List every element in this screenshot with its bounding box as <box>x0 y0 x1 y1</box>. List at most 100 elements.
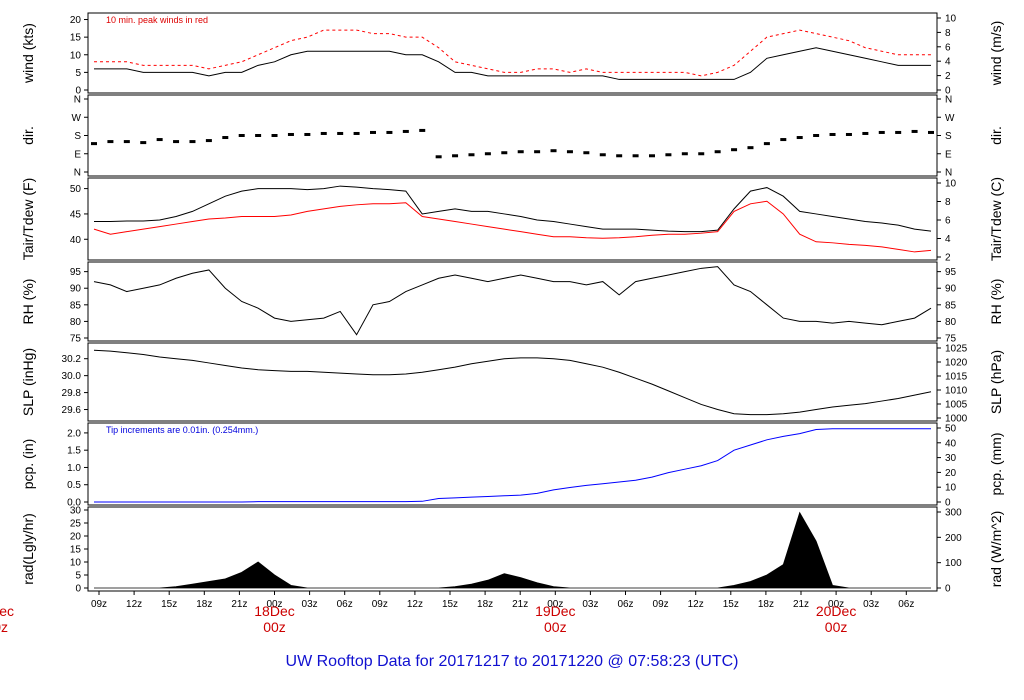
date-label-day: 18Dec <box>254 603 294 619</box>
date-label-hour: 00z <box>825 619 848 635</box>
y-right-tick-label: 0 <box>945 86 951 97</box>
y-tick-label: 30.0 <box>62 371 82 382</box>
y-axis-label: SLP (inHg) <box>20 348 36 416</box>
data-point-dir <box>911 129 918 133</box>
y-axis-label: wind (kts) <box>20 23 36 84</box>
date-label-hour: 00z <box>263 619 286 635</box>
y-axis-label-right: wind (m/s) <box>988 21 1004 87</box>
y-right-tick-label: 2 <box>945 71 951 82</box>
x-tick-label: 09z <box>91 599 107 610</box>
series-area-rad <box>94 511 931 589</box>
y-tick-label: 5 <box>75 571 81 582</box>
data-point-dir <box>501 151 508 155</box>
y-tick-label: N <box>74 95 81 106</box>
y-right-tick-label: E <box>945 149 952 160</box>
data-point-dir <box>337 131 344 135</box>
data-point-dir <box>189 140 196 144</box>
data-point-dir <box>353 131 360 135</box>
data-point-dir <box>452 154 459 158</box>
data-point-dir <box>731 148 738 152</box>
y-tick-label: 50 <box>70 184 82 195</box>
y-tick-label: 10 <box>70 558 82 569</box>
data-point-dir <box>287 132 294 136</box>
y-right-tick-label: 8 <box>945 28 951 39</box>
x-tick-label: 06z <box>337 599 353 610</box>
data-point-dir <box>862 131 869 135</box>
x-tick-label: 18z <box>758 599 774 610</box>
y-axis-label-right: SLP (hPa) <box>988 350 1004 414</box>
y-right-tick-label: 6 <box>945 42 951 53</box>
data-point-dir <box>878 130 885 134</box>
y-right-tick-label: 80 <box>945 317 957 328</box>
date-label-day: 20Dec <box>816 603 856 619</box>
y-right-tick-label: 100 <box>945 558 962 569</box>
y-tick-label: 40 <box>70 235 82 246</box>
panel-frame <box>87 261 938 342</box>
data-point-dir <box>829 132 836 136</box>
data-point-dir <box>156 138 163 142</box>
x-tick-label: 06z <box>898 599 914 610</box>
y-tick-label: 75 <box>70 334 82 345</box>
y-right-tick-label: N <box>945 95 952 106</box>
data-point-dir <box>698 152 705 156</box>
y-axis-label: pcp. (in) <box>20 439 36 490</box>
y-axis-label-right: RH (%) <box>988 279 1004 325</box>
y-right-tick-label: 20 <box>945 468 957 479</box>
y-tick-label: W <box>72 113 82 124</box>
y-right-tick-label: 0 <box>945 584 951 595</box>
y-tick-label: 1.5 <box>67 446 81 457</box>
data-point-dir <box>681 152 688 156</box>
data-point-dir <box>747 146 754 150</box>
y-right-tick-label: 10 <box>945 483 957 494</box>
y-right-tick-label: 1010 <box>945 386 968 397</box>
date-label-edge-hour: 00z <box>0 619 8 635</box>
y-axis-label: rad(Lgly/hr) <box>20 513 36 585</box>
data-point-dir <box>845 132 852 136</box>
y-tick-label: 15 <box>70 33 82 44</box>
date-label-day: 19Dec <box>535 603 575 619</box>
y-tick-label: 80 <box>70 317 82 328</box>
x-tick-label: 03z <box>302 599 318 610</box>
y-right-tick-label: 4 <box>945 234 951 245</box>
panel-frame <box>87 94 938 177</box>
data-point-dir <box>468 153 475 157</box>
y-tick-label: 0.5 <box>67 480 81 491</box>
y-right-tick-label: 0 <box>945 498 951 509</box>
date-label-hour: 00z <box>544 619 567 635</box>
data-point-dir <box>205 139 212 143</box>
y-axis-label: RH (%) <box>20 279 36 325</box>
x-tick-label: 21z <box>793 599 809 610</box>
y-tick-label: 15 <box>70 545 82 556</box>
y-axis-label: dir. <box>20 126 36 145</box>
data-point-dir <box>632 154 639 158</box>
data-point-dir <box>320 131 327 135</box>
y-tick-label: 30.2 <box>62 354 82 365</box>
series-line-Tair <box>94 185 932 233</box>
data-point-dir <box>222 136 229 140</box>
y-axis-label-right: Tair/Tdew (C) <box>988 177 1004 261</box>
y-right-tick-label: 1020 <box>945 358 968 369</box>
panel-annotation: Tip increments are 0.01in. (0.254mm.) <box>106 425 258 435</box>
x-tick-label: 18z <box>477 599 493 610</box>
x-tick-label: 15z <box>442 599 458 610</box>
y-tick-label: 90 <box>70 284 82 295</box>
data-point-dir <box>304 132 311 136</box>
y-tick-label: 20 <box>70 532 82 543</box>
y-right-tick-label: 85 <box>945 300 957 311</box>
data-point-dir <box>271 134 278 137</box>
y-tick-label: E <box>74 149 81 160</box>
data-point-dir <box>566 150 573 154</box>
y-right-tick-label: 40 <box>945 438 957 449</box>
series-line-peak <box>94 29 931 77</box>
panel-annotation: 10 min. peak winds in red <box>106 15 208 25</box>
series-line-SLP <box>93 349 932 416</box>
data-point-dir <box>780 138 787 142</box>
y-tick-label: N <box>74 168 81 179</box>
x-tick-label: 03z <box>863 599 879 610</box>
y-tick-label: 45 <box>70 209 82 220</box>
y-tick-label: 20 <box>70 15 82 26</box>
y-right-tick-label: 50 <box>945 424 957 435</box>
y-axis-label-right: dir. <box>988 126 1004 145</box>
data-point-dir <box>796 136 803 140</box>
